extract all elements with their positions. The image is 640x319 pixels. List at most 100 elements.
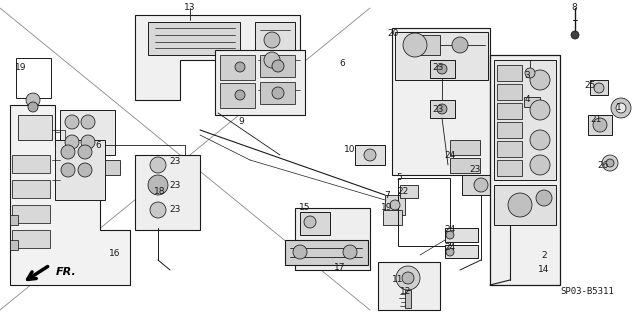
Circle shape <box>611 98 631 118</box>
Text: 24: 24 <box>444 242 456 251</box>
Bar <box>497 65 522 81</box>
Polygon shape <box>392 28 490 175</box>
Polygon shape <box>135 155 200 230</box>
Polygon shape <box>300 212 330 235</box>
Text: 11: 11 <box>392 276 404 285</box>
Circle shape <box>304 216 316 228</box>
Text: 7: 7 <box>384 191 390 201</box>
Polygon shape <box>105 160 120 175</box>
Bar <box>12 230 50 248</box>
Circle shape <box>402 272 414 284</box>
Polygon shape <box>445 245 478 258</box>
Bar <box>220 55 255 80</box>
Polygon shape <box>450 158 480 173</box>
Text: FR.: FR. <box>56 267 77 277</box>
Polygon shape <box>588 115 612 135</box>
Polygon shape <box>255 22 295 95</box>
Polygon shape <box>285 240 368 265</box>
Circle shape <box>343 245 357 259</box>
Circle shape <box>571 31 579 39</box>
Polygon shape <box>410 35 440 55</box>
Text: 26: 26 <box>597 160 609 169</box>
Circle shape <box>606 159 614 167</box>
Circle shape <box>530 100 550 120</box>
Circle shape <box>530 70 550 90</box>
Polygon shape <box>378 262 440 310</box>
Polygon shape <box>60 110 115 155</box>
Bar <box>12 155 50 173</box>
Circle shape <box>437 104 447 114</box>
Text: 23: 23 <box>170 158 180 167</box>
Text: 9: 9 <box>238 117 244 127</box>
Circle shape <box>530 130 550 150</box>
Polygon shape <box>494 185 556 225</box>
Circle shape <box>148 175 168 195</box>
Text: 22: 22 <box>397 188 408 197</box>
Text: 14: 14 <box>538 265 550 275</box>
Bar <box>497 160 522 176</box>
Circle shape <box>452 37 468 53</box>
Text: 24: 24 <box>444 151 456 160</box>
Bar <box>524 97 540 107</box>
Text: 20: 20 <box>387 29 399 39</box>
Polygon shape <box>10 240 18 250</box>
Circle shape <box>536 190 552 206</box>
Text: 10: 10 <box>344 145 356 154</box>
Text: 6: 6 <box>339 58 345 68</box>
Circle shape <box>61 163 75 177</box>
Text: 8: 8 <box>571 4 577 12</box>
Circle shape <box>78 163 92 177</box>
Polygon shape <box>10 105 130 285</box>
Text: 15: 15 <box>300 203 311 211</box>
Circle shape <box>593 118 607 132</box>
Circle shape <box>61 145 75 159</box>
Circle shape <box>264 52 280 68</box>
Text: 1: 1 <box>616 103 622 113</box>
Text: SP03-B5311: SP03-B5311 <box>560 287 614 296</box>
Text: 3: 3 <box>524 70 530 79</box>
Circle shape <box>264 32 280 48</box>
Bar <box>497 84 522 100</box>
Text: 5: 5 <box>396 174 402 182</box>
Polygon shape <box>355 145 385 165</box>
Bar <box>12 205 50 223</box>
Polygon shape <box>490 55 560 285</box>
Polygon shape <box>494 60 556 180</box>
Circle shape <box>81 135 95 149</box>
Text: 23: 23 <box>432 106 444 115</box>
Circle shape <box>364 149 376 161</box>
Text: 13: 13 <box>184 4 196 12</box>
Polygon shape <box>135 15 300 100</box>
Polygon shape <box>400 185 418 198</box>
Polygon shape <box>450 140 480 155</box>
Text: 23: 23 <box>170 205 180 214</box>
Bar <box>398 178 450 246</box>
Polygon shape <box>462 175 500 195</box>
Circle shape <box>446 231 454 239</box>
Circle shape <box>594 83 604 93</box>
Circle shape <box>81 115 95 129</box>
Text: 24: 24 <box>444 226 456 234</box>
Circle shape <box>235 62 245 72</box>
Polygon shape <box>430 60 455 78</box>
Circle shape <box>403 33 427 57</box>
Bar <box>260 82 295 104</box>
Bar <box>497 103 522 119</box>
Polygon shape <box>10 215 18 225</box>
Circle shape <box>272 60 284 72</box>
Text: 12: 12 <box>400 286 412 295</box>
Polygon shape <box>383 210 402 225</box>
Polygon shape <box>395 32 488 80</box>
Text: 4: 4 <box>524 95 530 105</box>
Text: 23: 23 <box>170 181 180 189</box>
Bar <box>16 58 51 98</box>
Bar <box>497 122 522 138</box>
Text: 23: 23 <box>432 63 444 72</box>
Text: 16: 16 <box>109 249 121 257</box>
Circle shape <box>78 145 92 159</box>
Polygon shape <box>148 22 240 55</box>
Polygon shape <box>445 228 478 242</box>
Text: 19: 19 <box>381 204 393 212</box>
Circle shape <box>530 155 550 175</box>
Circle shape <box>602 155 618 171</box>
